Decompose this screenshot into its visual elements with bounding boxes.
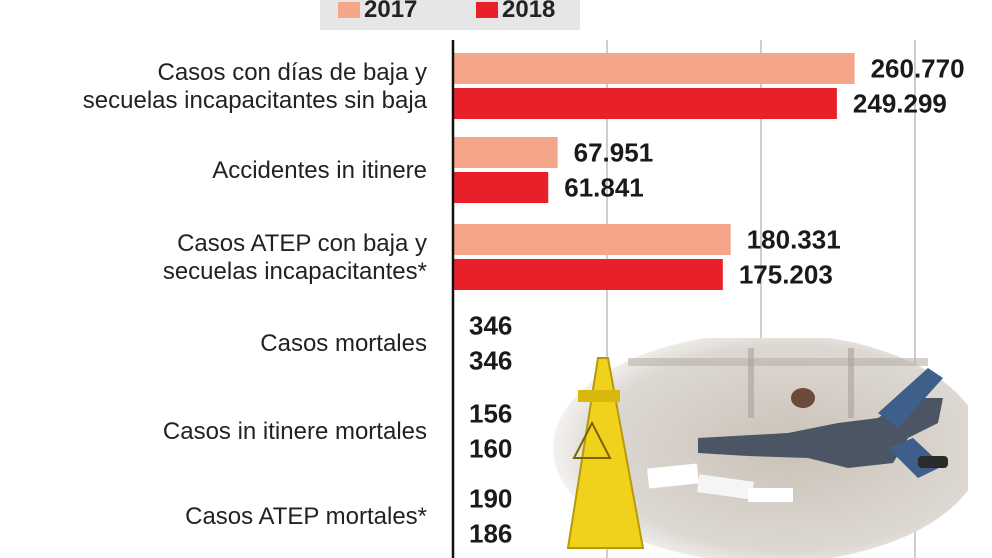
value-label-2017-6: 190 <box>469 484 512 514</box>
value-label-2018-3: 175.203 <box>739 260 833 290</box>
value-label-2018-2: 61.841 <box>564 173 644 203</box>
category-label-5-line-1: Casos in itinere mortales <box>163 418 427 445</box>
legend-swatch-2017 <box>338 2 360 18</box>
category-label-1-line-2: secuelas incapacitantes sin baja <box>83 87 428 114</box>
legend-label-2017: 2017 <box>364 0 418 23</box>
value-label-2018-5: 160 <box>469 434 512 464</box>
legend-label-2018: 2018 <box>502 0 556 23</box>
category-label-1-line-1: Casos con días de baja y <box>158 59 428 86</box>
workplace-accident-photo <box>553 338 968 558</box>
category-label-3-line-1: Casos ATEP con baja y <box>177 230 427 257</box>
category-label-2-line-1: Accidentes in itinere <box>212 157 427 184</box>
bar-2018-2 <box>453 172 549 203</box>
category-label-3-line-2: secuelas incapacitantes* <box>163 258 427 285</box>
value-label-2018-4: 346 <box>469 346 512 376</box>
bar-2017-2 <box>453 137 558 168</box>
category-label-4-line-1: Casos mortales <box>260 330 427 357</box>
bar-2018-3 <box>453 259 723 290</box>
value-label-2017-4: 346 <box>469 311 512 341</box>
bar-2017-3 <box>453 224 731 255</box>
value-label-2017-1: 260.770 <box>871 54 965 84</box>
value-label-2017-2: 67.951 <box>574 138 654 168</box>
category-label-6-line-1: Casos ATEP mortales* <box>185 503 427 530</box>
value-label-2017-5: 156 <box>469 399 512 429</box>
bar-2018-1 <box>453 88 837 119</box>
bar-2017-1 <box>453 53 855 84</box>
value-label-2018-6: 186 <box>469 519 512 549</box>
legend: 2017 2018 <box>320 0 580 30</box>
value-label-2018-1: 249.299 <box>853 89 947 119</box>
value-label-2017-3: 180.331 <box>747 225 841 255</box>
legend-swatch-2018 <box>476 2 498 18</box>
